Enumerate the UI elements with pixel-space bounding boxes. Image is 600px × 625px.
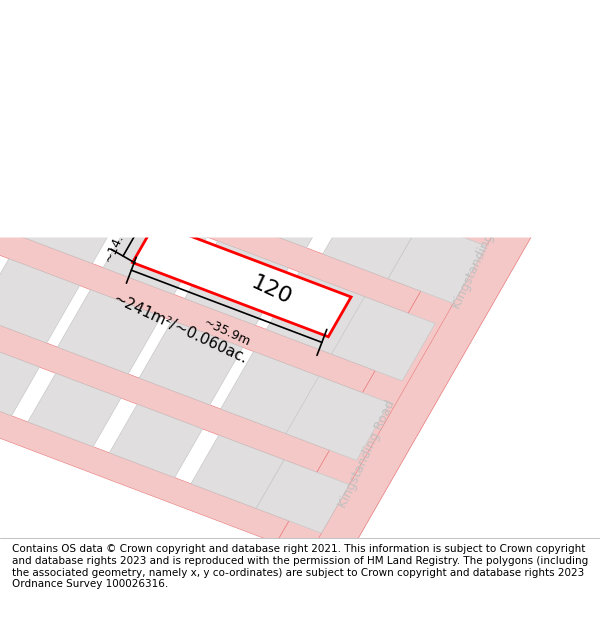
Polygon shape [0, 259, 80, 343]
Text: 120, KINGSTANDING ROAD, BIRMINGHAM, B44 8AY: 120, KINGSTANDING ROAD, BIRMINGHAM, B44 … [106, 14, 494, 29]
Polygon shape [0, 300, 329, 472]
Polygon shape [11, 141, 421, 313]
Text: 120: 120 [248, 273, 295, 309]
Text: Kingstanding Road: Kingstanding Road [451, 199, 512, 311]
Polygon shape [139, 321, 243, 405]
Text: Kingstanding Road: Kingstanding Road [337, 398, 398, 509]
Polygon shape [103, 210, 207, 294]
Polygon shape [0, 342, 40, 416]
Polygon shape [22, 179, 125, 264]
Polygon shape [191, 435, 284, 509]
Polygon shape [221, 351, 325, 436]
Text: ~14.6m: ~14.6m [101, 213, 134, 264]
Polygon shape [358, 122, 456, 197]
Text: ~35.9m: ~35.9m [201, 316, 252, 349]
Polygon shape [0, 371, 289, 543]
Polygon shape [0, 220, 375, 392]
Polygon shape [266, 272, 370, 356]
Polygon shape [241, 166, 340, 248]
Polygon shape [332, 297, 435, 381]
Polygon shape [286, 376, 389, 461]
Polygon shape [323, 196, 421, 279]
Polygon shape [160, 135, 258, 217]
Polygon shape [109, 404, 203, 478]
Polygon shape [0, 50, 600, 538]
Polygon shape [276, 91, 374, 166]
Polygon shape [113, 29, 211, 104]
Polygon shape [256, 460, 349, 533]
Polygon shape [194, 60, 293, 135]
Polygon shape [133, 222, 351, 337]
Polygon shape [246, 66, 600, 621]
Polygon shape [78, 104, 176, 186]
Polygon shape [28, 373, 121, 447]
Polygon shape [57, 61, 466, 234]
Polygon shape [388, 221, 486, 303]
Polygon shape [97, 0, 507, 163]
Text: Map shows position and indicative extent of the property.: Map shows position and indicative extent… [120, 23, 480, 36]
Text: ~241m²/~0.060ac.: ~241m²/~0.060ac. [111, 291, 250, 367]
Polygon shape [58, 289, 161, 374]
Text: Contains OS data © Crown copyright and database right 2021. This information is : Contains OS data © Crown copyright and d… [12, 544, 588, 589]
Polygon shape [185, 241, 289, 325]
Polygon shape [423, 146, 521, 222]
